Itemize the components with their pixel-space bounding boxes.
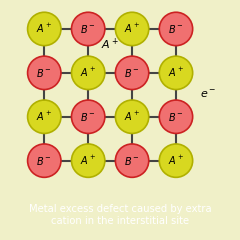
Text: $B^-$: $B^-$ (80, 23, 96, 35)
Text: $A^+$: $A^+$ (124, 110, 140, 123)
Text: $A^+$: $A^+$ (80, 66, 96, 79)
Text: $B^-$: $B^-$ (36, 155, 52, 167)
Circle shape (28, 100, 61, 133)
Text: $A^+$: $A^+$ (36, 110, 52, 123)
Circle shape (115, 56, 149, 90)
Circle shape (72, 56, 105, 90)
Text: $A^+$: $A^+$ (101, 37, 119, 52)
Circle shape (72, 12, 105, 46)
Circle shape (72, 144, 105, 177)
Circle shape (115, 144, 149, 177)
Text: $B^-$: $B^-$ (124, 67, 140, 79)
Text: $A^+$: $A^+$ (36, 22, 52, 36)
Circle shape (159, 56, 193, 90)
Circle shape (159, 12, 193, 46)
Circle shape (28, 56, 61, 90)
Circle shape (72, 100, 105, 133)
Text: $A^+$: $A^+$ (168, 154, 184, 167)
Text: $B^-$: $B^-$ (124, 155, 140, 167)
Text: $B^-$: $B^-$ (36, 67, 52, 79)
Circle shape (115, 12, 149, 46)
Text: $A^+$: $A^+$ (168, 66, 184, 79)
Circle shape (28, 12, 61, 46)
Circle shape (159, 100, 193, 133)
Circle shape (28, 144, 61, 177)
Text: $A^+$: $A^+$ (124, 22, 140, 36)
Text: $B^-$: $B^-$ (168, 111, 184, 123)
Circle shape (115, 100, 149, 133)
Text: $B^-$: $B^-$ (80, 111, 96, 123)
Text: $B^-$: $B^-$ (168, 23, 184, 35)
Circle shape (159, 144, 193, 177)
Text: $e^-$: $e^-$ (200, 89, 216, 100)
Text: $A^+$: $A^+$ (80, 154, 96, 167)
Text: Metal excess defect caused by extra
cation in the interstitial site: Metal excess defect caused by extra cati… (29, 204, 211, 226)
